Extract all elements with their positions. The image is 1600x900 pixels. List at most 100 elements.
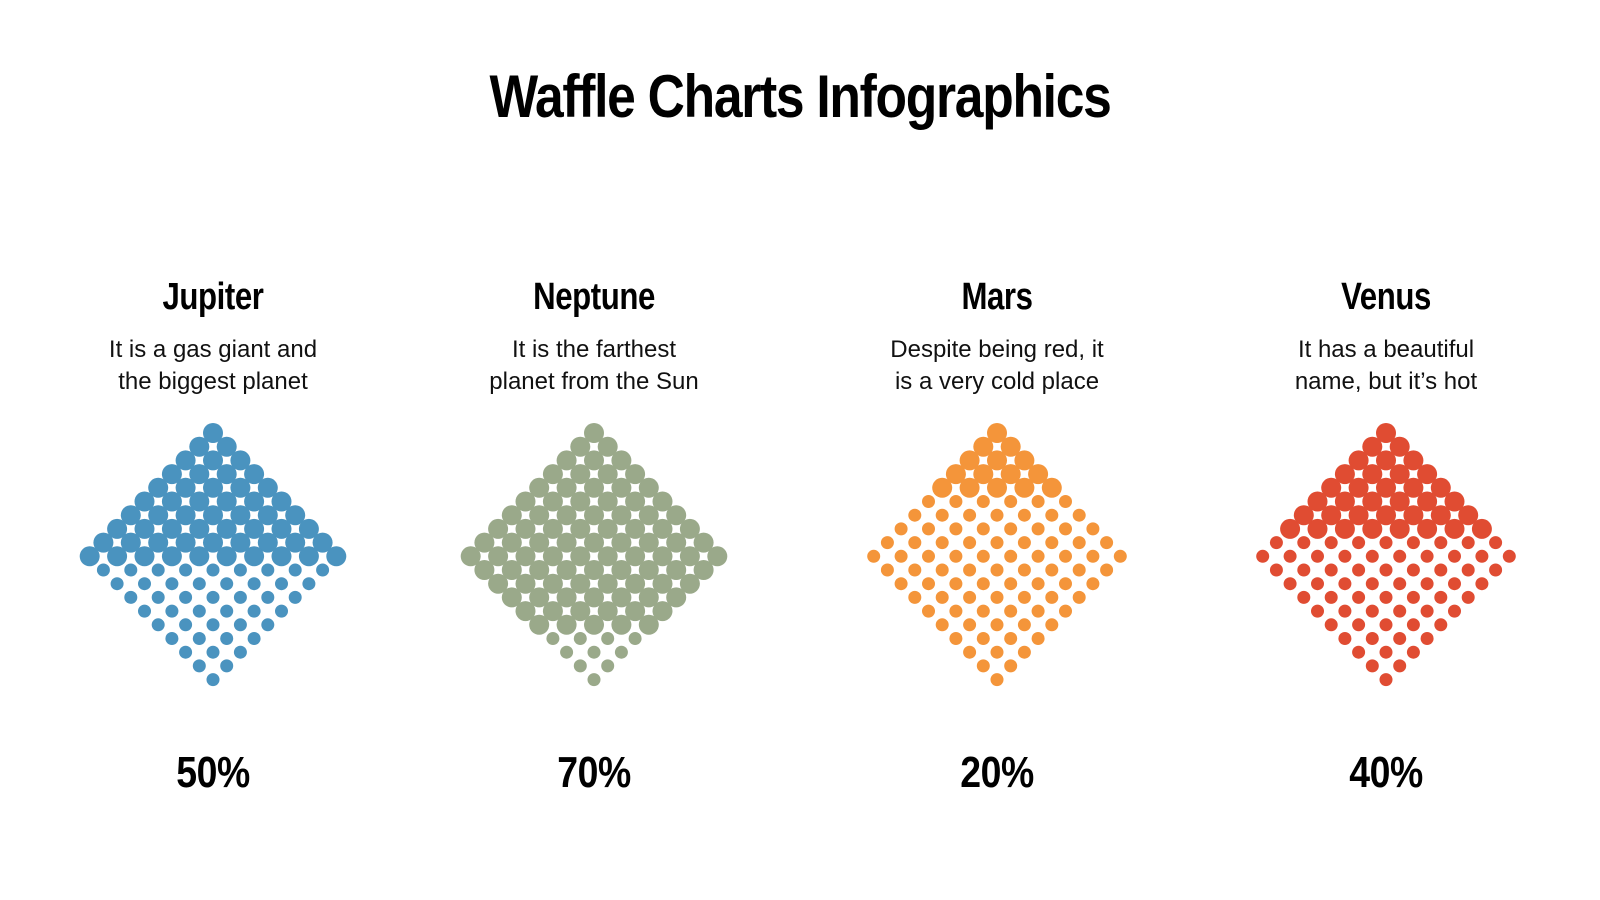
waffle-dot-filled	[134, 518, 155, 539]
waffle-dot	[1324, 618, 1338, 632]
waffle-dot	[1324, 536, 1338, 550]
waffle-dot	[1283, 549, 1297, 563]
waffle-dot-filled	[1307, 491, 1328, 512]
waffle-dot-filled	[529, 587, 550, 608]
waffle-dot-filled	[611, 505, 632, 526]
waffle-dot-filled	[987, 423, 1007, 443]
waffle-dot	[1004, 632, 1018, 645]
waffle-dot	[1086, 522, 1100, 536]
waffle-dot-filled	[584, 587, 604, 608]
waffle-dot	[1352, 618, 1366, 632]
waffle-dot-filled	[285, 505, 306, 526]
waffle-dot	[908, 590, 922, 604]
waffle-dot	[1434, 536, 1448, 550]
waffle-dot	[1072, 536, 1086, 550]
waffle-dot	[1352, 536, 1366, 550]
waffle-dot	[1045, 590, 1059, 604]
waffle-dot-filled	[679, 546, 700, 567]
waffle-dot-filled	[161, 546, 182, 567]
waffle-dot	[949, 604, 963, 618]
waffle-dot-filled	[1321, 505, 1342, 526]
waffle-dot	[990, 536, 1004, 550]
waffle-dot-filled	[652, 546, 673, 567]
waffle-dot-filled	[707, 546, 728, 567]
waffle-dot-filled	[1376, 477, 1396, 498]
waffle-dot-filled	[1334, 491, 1355, 512]
waffle-dot-filled	[488, 518, 509, 539]
waffle-dot-filled	[529, 477, 550, 498]
waffle-dot-filled	[570, 573, 591, 594]
waffle-dot-filled	[161, 464, 182, 485]
waffle-dot-filled	[175, 532, 196, 553]
waffle-dot-filled	[230, 450, 251, 471]
waffle-dot	[976, 632, 990, 645]
waffle-dot-filled	[584, 560, 604, 580]
waffle-dot	[546, 632, 560, 645]
waffle-chart	[867, 423, 1127, 687]
waffle-dot	[963, 590, 977, 604]
waffle-dot-filled	[611, 587, 632, 608]
waffle-dot	[1502, 549, 1516, 563]
waffle-dot	[179, 618, 193, 632]
waffle-dot-filled	[298, 518, 319, 539]
card-description: It is a gas giant and the biggest planet	[33, 334, 393, 398]
waffle-dot	[976, 495, 990, 508]
waffle-dot-filled	[1334, 518, 1355, 539]
waffle-dot-filled	[542, 518, 563, 539]
waffle-dot	[1352, 563, 1366, 577]
waffle-chart	[460, 423, 728, 687]
waffle-dot	[614, 645, 628, 659]
waffle-dot-filled	[570, 546, 591, 567]
waffle-dot-filled	[666, 560, 687, 580]
waffle-dot	[963, 536, 977, 550]
waffle-dot	[1004, 495, 1018, 508]
waffle-dot	[894, 549, 908, 563]
waffle-dot	[963, 618, 977, 632]
waffle-dot-filled	[679, 518, 700, 539]
card-title: Mars	[961, 276, 1033, 318]
waffle-dot	[1072, 590, 1086, 604]
waffle-dot	[1045, 508, 1059, 522]
waffle-dot	[165, 604, 179, 618]
waffle-dot-filled	[597, 546, 618, 567]
waffle-dot-filled	[932, 477, 953, 498]
waffle-dot	[165, 632, 179, 645]
waffle-dot	[949, 522, 963, 536]
waffle-dot-filled	[312, 532, 333, 553]
waffle-dot	[275, 577, 288, 591]
waffle-dot	[179, 645, 193, 659]
waffle-dot	[963, 508, 977, 522]
waffle-dot	[990, 618, 1004, 632]
waffle-dot	[1017, 536, 1031, 550]
waffle-dot	[949, 495, 963, 508]
waffle-dot-filled	[987, 450, 1007, 471]
waffle-dot-filled	[529, 560, 550, 580]
waffle-dot-filled	[584, 505, 604, 526]
waffle-dot-filled	[474, 560, 495, 580]
waffle-dot-filled	[973, 464, 994, 485]
waffle-dot	[206, 563, 220, 577]
waffle-dot-filled	[1362, 464, 1383, 485]
waffle-dot-filled	[460, 546, 481, 567]
waffle-dot	[949, 632, 963, 645]
waffle-dot	[1297, 590, 1311, 604]
waffle-dot-filled	[542, 601, 563, 622]
waffle-dot-filled	[1417, 491, 1438, 512]
waffle-dot-filled	[556, 532, 577, 553]
waffle-dot	[1352, 645, 1366, 659]
waffle-dot	[316, 563, 330, 577]
waffle-dot	[963, 563, 977, 577]
waffle-dot	[1072, 563, 1086, 577]
waffle-dot	[179, 563, 193, 577]
waffle-dot-filled	[556, 450, 577, 471]
waffle-dot	[1059, 604, 1072, 618]
waffle-dot-filled	[1376, 505, 1396, 526]
waffle-dot	[110, 577, 124, 591]
waffle-dot	[261, 563, 275, 577]
waffle-dot	[206, 590, 220, 604]
waffle-dot-filled	[1417, 464, 1438, 485]
waffle-dot-filled	[175, 477, 196, 498]
waffle-dot	[1393, 549, 1407, 563]
description-line: It is a gas giant and	[108, 336, 318, 363]
card-description: Despite being red, it is a very cold pla…	[817, 334, 1177, 398]
